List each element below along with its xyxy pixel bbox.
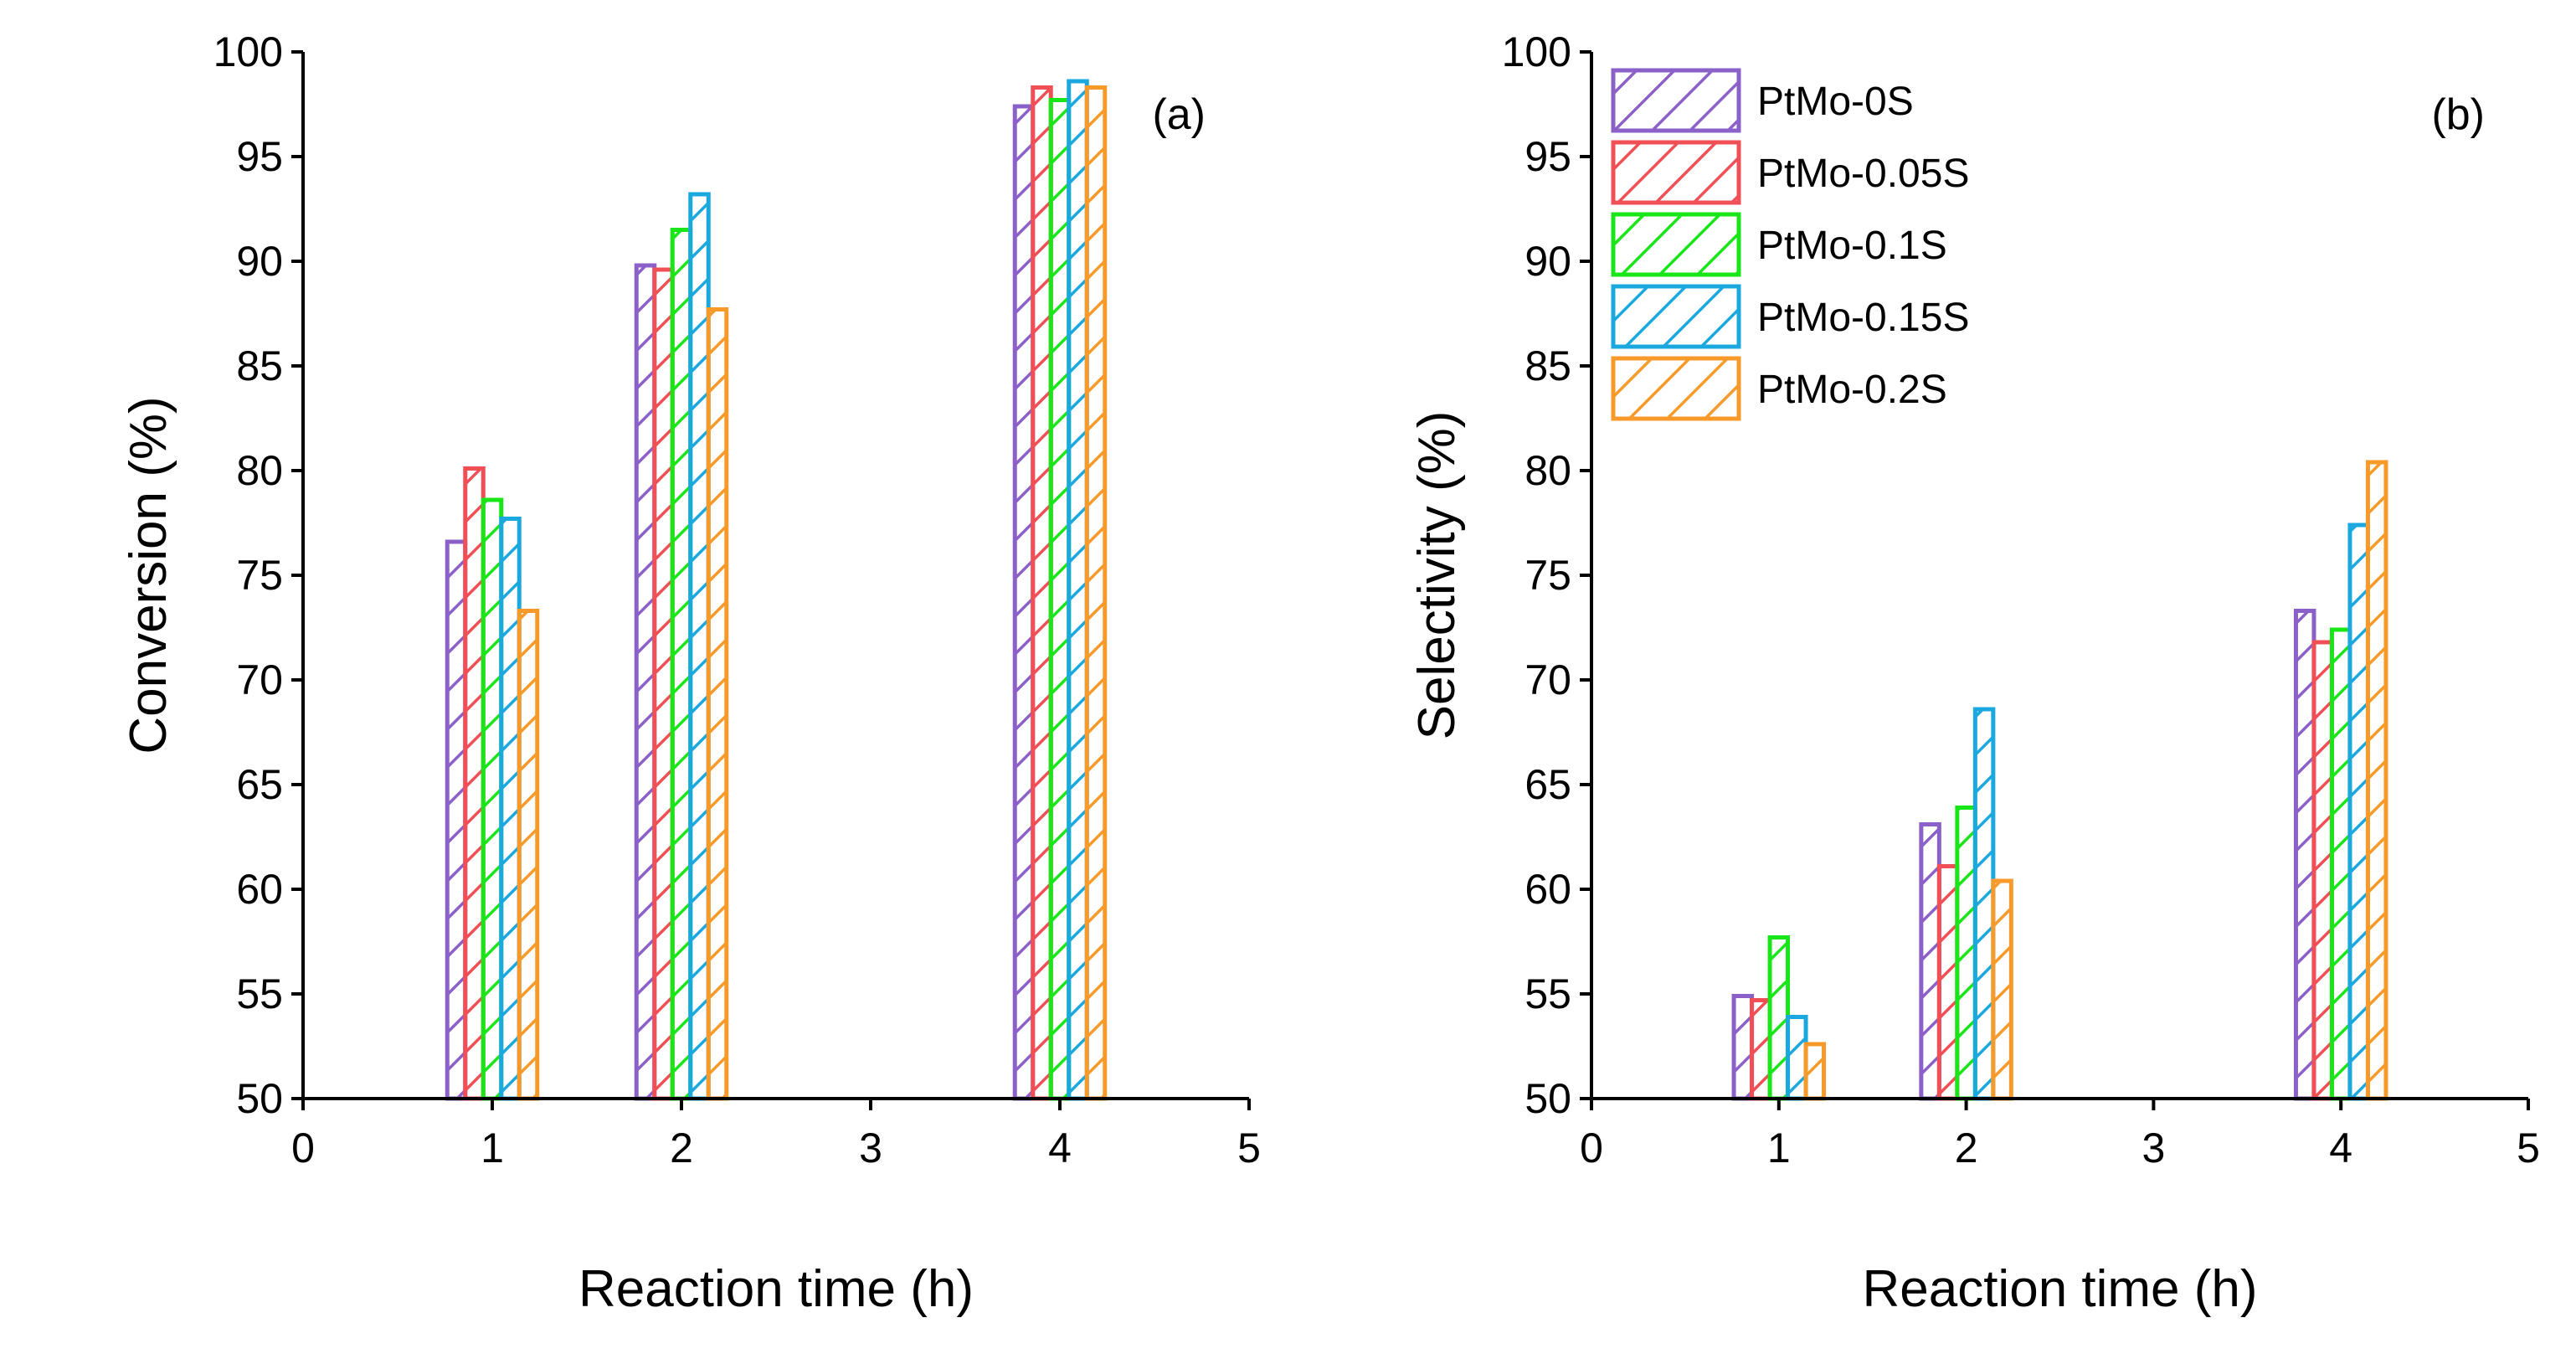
- y-tick-label: 90: [1525, 238, 1571, 285]
- legend-swatch-PtMo-0.05S: [1611, 140, 1741, 205]
- bar-PtMo-0.1S-t2: [1955, 806, 1977, 1101]
- y-axis-title: Selectivity (%): [1408, 411, 1466, 740]
- legend-swatch-PtMo-0S: [1611, 68, 1741, 133]
- bar-PtMo-0S-t4: [2293, 609, 2316, 1101]
- bar-PtMo-0.05S-t1: [463, 466, 486, 1101]
- bar-PtMo-0.05S-t4: [1031, 85, 1053, 1101]
- bar-PtMo-0.1S-t1: [481, 497, 504, 1101]
- x-tick-label: 0: [1580, 1125, 1603, 1171]
- bar-PtMo-0S-t2: [1919, 822, 1941, 1101]
- x-tick-label: 1: [481, 1125, 504, 1171]
- x-tick-label: 3: [2142, 1125, 2165, 1171]
- bar-PtMo-0.15S-t1: [499, 517, 522, 1101]
- x-tick-label: 2: [1955, 1125, 1978, 1171]
- bar-PtMo-0.15S-t1: [1786, 1015, 1808, 1101]
- legend-label-PtMo-0.2S: PtMo-0.2S: [1757, 368, 1947, 412]
- legend: PtMo-0S PtMo-0.05S PtMo-0.1S PtMo-0.15S PtMo…: [1611, 68, 1969, 421]
- y-tick-label: 95: [236, 133, 283, 180]
- bar-PtMo-0.05S-t2: [652, 267, 675, 1101]
- bar-PtMo-0.05S-t2: [1936, 864, 1960, 1101]
- y-tick-label: 70: [236, 656, 283, 703]
- bar-PtMo-0.1S-t4: [2329, 627, 2352, 1101]
- x-tick-label: 0: [291, 1125, 315, 1171]
- x-tick-label: 3: [859, 1125, 882, 1171]
- panel-label: (a): [1152, 90, 1206, 139]
- bar-PtMo-0.05S-t4: [2311, 640, 2334, 1101]
- y-tick-label: 60: [236, 866, 283, 913]
- bar-PtMo-0.2S-t4: [2365, 460, 2388, 1101]
- y-tick-label: 70: [1525, 656, 1571, 703]
- bar-PtMo-0.15S-t2: [1972, 707, 1996, 1101]
- x-axis-title: Reaction time (h): [1862, 1260, 2257, 1318]
- bar-PtMo-0.1S-t1: [1767, 935, 1791, 1101]
- y-tick-label: 100: [213, 28, 283, 75]
- legend-label-PtMo-0.1S: PtMo-0.1S: [1757, 224, 1947, 268]
- bar-PtMo-0.15S-t2: [688, 192, 711, 1101]
- legend-swatch-PtMo-0.2S: [1611, 356, 1741, 421]
- panel-a: 50 55 60 65 70 75 80 85 90 95 100 0 1 2 3 4 5 Reaction ti…: [120, 28, 1261, 1318]
- bar-PtMo-0S-t4: [1012, 104, 1036, 1101]
- y-tick-label: 95: [1525, 133, 1571, 180]
- x-tick-label: 2: [670, 1125, 693, 1171]
- y-tick-label: 100: [1502, 28, 1571, 75]
- y-tick-label: 65: [1525, 761, 1571, 808]
- bar-PtMo-0.15S-t4: [2347, 522, 2370, 1101]
- bar-PtMo-0.2S-t2: [706, 307, 729, 1101]
- y-axis-title: Conversion (%): [120, 396, 177, 754]
- bar-PtMo-0S-t1: [445, 539, 468, 1101]
- y-tick-label: 60: [1525, 866, 1571, 913]
- panel-label: (b): [2431, 90, 2485, 139]
- x-tick-label: 4: [1048, 1125, 1072, 1171]
- y-tick-label: 85: [236, 342, 283, 389]
- legend-label-PtMo-0.05S: PtMo-0.05S: [1757, 152, 1969, 196]
- x-tick-label: 5: [2517, 1125, 2540, 1171]
- bar-PtMo-0.2S-t1: [1803, 1042, 1827, 1101]
- y-tick-label: 55: [1525, 970, 1571, 1017]
- panel-b: 50 55 60 65 70 75 80 85 90 95 100 0 1 2 3 4 5 Reaction ti…: [1408, 28, 2540, 1318]
- y-tick-label: 65: [236, 761, 283, 808]
- x-axis-title: Reaction time (h): [578, 1260, 974, 1318]
- bar-PtMo-0.2S-t1: [517, 609, 540, 1101]
- bar-PtMo-0.2S-t2: [1991, 878, 2013, 1101]
- x-tick-label: 1: [1767, 1125, 1791, 1171]
- legend-swatch-PtMo-0.1S: [1611, 212, 1741, 277]
- bar-PtMo-0.2S-t4: [1084, 85, 1108, 1101]
- bar-PtMo-0.15S-t4: [1067, 79, 1089, 1101]
- bar-PtMo-0S-t2: [634, 263, 657, 1101]
- bar-PtMo-0.1S-t4: [1048, 98, 1072, 1101]
- y-tick-label: 85: [1525, 342, 1571, 389]
- legend-label-PtMo-0.15S: PtMo-0.15S: [1757, 296, 1969, 340]
- y-tick-label: 75: [1525, 552, 1571, 599]
- bar-PtMo-0S-t1: [1731, 994, 1755, 1101]
- y-tick-label: 50: [236, 1075, 283, 1122]
- bar-PtMo-0.05S-t1: [1750, 998, 1772, 1101]
- y-tick-label: 80: [236, 447, 283, 494]
- x-tick-label: 4: [2329, 1125, 2352, 1171]
- y-tick-label: 80: [1525, 447, 1571, 494]
- bar-PtMo-0.1S-t2: [670, 228, 693, 1101]
- y-tick-label: 55: [236, 970, 283, 1017]
- y-tick-label: 90: [236, 238, 283, 285]
- y-tick-label: 75: [236, 552, 283, 599]
- x-tick-label: 5: [1237, 1125, 1261, 1171]
- y-tick-label: 50: [1525, 1075, 1571, 1122]
- legend-label-PtMo-0S: PtMo-0S: [1757, 80, 1914, 124]
- legend-swatch-PtMo-0.15S: [1611, 284, 1741, 349]
